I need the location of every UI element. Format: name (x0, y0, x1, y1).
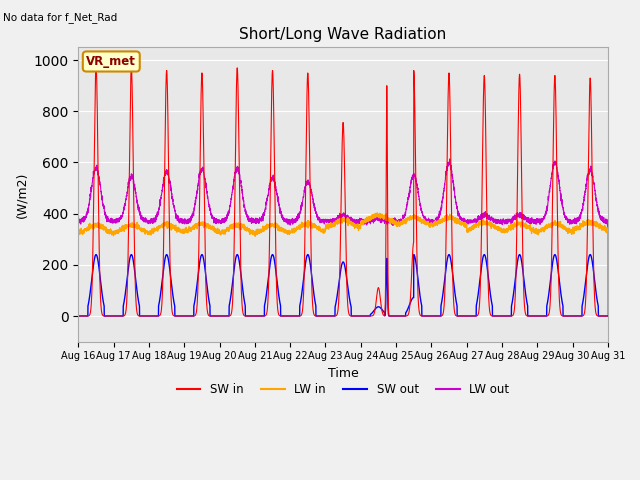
LW in (323, 223, 331, 229)
SW out (323, 313, 331, 319)
LW out (323, 216, 331, 222)
SW in (604, 313, 611, 319)
SW out (170, 298, 177, 303)
Line: SW out: SW out (79, 254, 608, 316)
LW in (75, 229, 83, 235)
Line: SW in: SW in (79, 65, 608, 316)
Line: LW in: LW in (79, 213, 608, 316)
LW in (433, 219, 440, 225)
SW out (75, 313, 83, 319)
Text: VR_met: VR_met (86, 55, 136, 68)
LW out (170, 202, 177, 208)
SW in (323, 313, 331, 319)
SW out (92, 252, 100, 257)
LW in (492, 224, 499, 230)
LW out (446, 156, 454, 162)
SW in (492, 313, 499, 319)
LW out (433, 215, 440, 221)
LW in (462, 224, 470, 230)
SW out (433, 313, 440, 319)
SW out (604, 313, 612, 319)
SW out (604, 313, 611, 319)
LW out (492, 216, 499, 222)
LW out (462, 218, 470, 224)
LW out (604, 313, 612, 319)
LW out (75, 219, 83, 225)
Text: No data for f_Net_Rad: No data for f_Net_Rad (3, 12, 118, 23)
SW in (92, 62, 100, 68)
Title: Short/Long Wave Radiation: Short/Long Wave Radiation (239, 27, 447, 42)
SW in (433, 313, 440, 319)
SW in (462, 313, 470, 319)
LW in (170, 225, 177, 230)
SW out (492, 313, 499, 319)
SW in (170, 313, 177, 319)
LW in (373, 210, 381, 216)
SW in (75, 313, 83, 319)
LW in (604, 227, 611, 232)
Legend: SW in, LW in, SW out, LW out: SW in, LW in, SW out, LW out (172, 378, 515, 400)
LW in (604, 313, 612, 319)
Line: LW out: LW out (79, 159, 608, 316)
LW out (604, 219, 611, 225)
SW in (604, 313, 612, 319)
Y-axis label: (W/m2): (W/m2) (15, 171, 28, 217)
X-axis label: Time: Time (328, 367, 358, 380)
SW out (462, 313, 470, 319)
